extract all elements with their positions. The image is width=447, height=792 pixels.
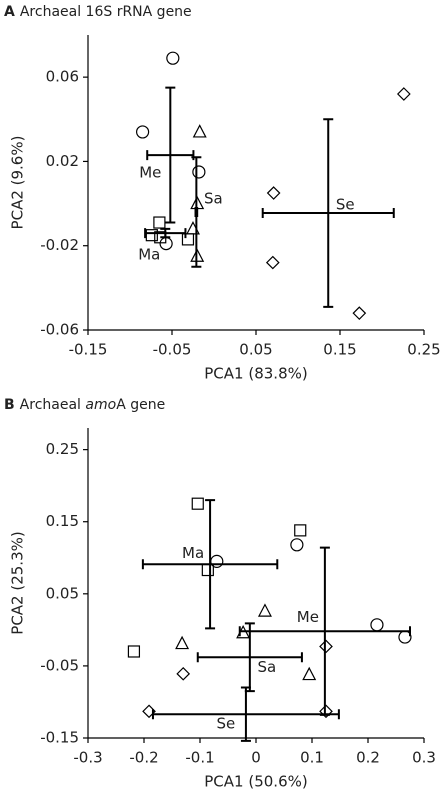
circle-point (136, 125, 150, 139)
y-tick-label: 0.02 (46, 152, 79, 170)
y-tick-label: 0.06 (46, 68, 79, 86)
panel-title: A Archaeal 16S rRNA gene (4, 4, 192, 20)
y-axis-label: PCA2 (9.6%) (9, 136, 27, 230)
x-tick-label: -0.3 (73, 749, 102, 767)
x-tick-label: 0.2 (356, 749, 380, 767)
x-tick-label: 0.25 (407, 341, 440, 359)
x-tick-label: -0.05 (153, 341, 192, 359)
x-tick-label: -0.2 (129, 749, 158, 767)
circle-point (192, 165, 206, 179)
circle-point (370, 618, 384, 632)
title-part: A gene (116, 397, 165, 413)
y-error-bar (191, 156, 202, 268)
title-part: amo (85, 397, 116, 413)
panel-letter: A (4, 4, 15, 20)
x-tick-label: 0.05 (239, 341, 272, 359)
group-label: Ma (182, 544, 204, 562)
square-point (181, 233, 195, 246)
x-tick-label: 0.15 (323, 341, 356, 359)
square-point (127, 645, 141, 658)
group-label: Sa (257, 658, 276, 676)
circle-point (290, 538, 304, 552)
x-axis-label: PCA1 (83.8%) (204, 365, 307, 383)
panel-letter: B (4, 397, 15, 413)
triangle-point (175, 635, 190, 650)
y-error-bar (160, 227, 171, 239)
y-tick-label: 0.05 (46, 584, 79, 602)
y-tick-label: -0.06 (40, 321, 79, 339)
y-tick-label: -0.15 (40, 729, 79, 747)
group-label: Ma (138, 246, 160, 264)
diamond-point (266, 186, 281, 200)
circle-point (210, 554, 224, 568)
square-point (191, 497, 204, 510)
square-point (201, 563, 214, 577)
triangle-point (192, 124, 207, 138)
y-error-bar (165, 86, 176, 224)
square-point (153, 216, 166, 229)
diamond-point (319, 639, 333, 654)
triangle-point (302, 666, 317, 681)
y-tick-label: -0.02 (40, 236, 79, 254)
diamond-point (396, 87, 411, 101)
y-error-bar (323, 118, 334, 308)
diamond-point (265, 255, 280, 270)
y-axis-label: PCA2 (25.3%) (9, 531, 27, 634)
circle-point (166, 51, 180, 65)
y-tick-label: -0.05 (40, 656, 79, 674)
group-label: Sa (204, 190, 223, 208)
title-part: Archaeal (20, 397, 86, 413)
triangle-point (236, 624, 251, 639)
x-tick-label: -0.15 (69, 341, 108, 359)
x-tick-label: -0.1 (185, 749, 214, 767)
title-part: Archaeal 16S rRNA gene (20, 4, 192, 20)
x-tick-label: 0 (251, 749, 261, 767)
x-tick-label: 0.1 (300, 749, 324, 767)
diamond-point (352, 306, 367, 320)
diamond-point (319, 704, 333, 719)
diamond-point (176, 666, 191, 681)
square-point (145, 229, 158, 242)
square-point (294, 524, 307, 537)
group-label: Me (297, 608, 319, 626)
y-error-bar (240, 686, 251, 742)
panel-title: B Archaeal amoA gene (4, 397, 165, 413)
group-label: Me (139, 164, 161, 182)
x-tick-label: 0.3 (412, 749, 436, 767)
group-label: Se (217, 715, 236, 733)
y-tick-label: 0.15 (46, 512, 79, 530)
triangle-point (257, 603, 272, 617)
group-label: Se (336, 196, 355, 214)
y-tick-label: 0.25 (46, 440, 79, 458)
y-error-bar (205, 499, 216, 630)
x-axis-label: PCA1 (50.6%) (204, 773, 307, 791)
